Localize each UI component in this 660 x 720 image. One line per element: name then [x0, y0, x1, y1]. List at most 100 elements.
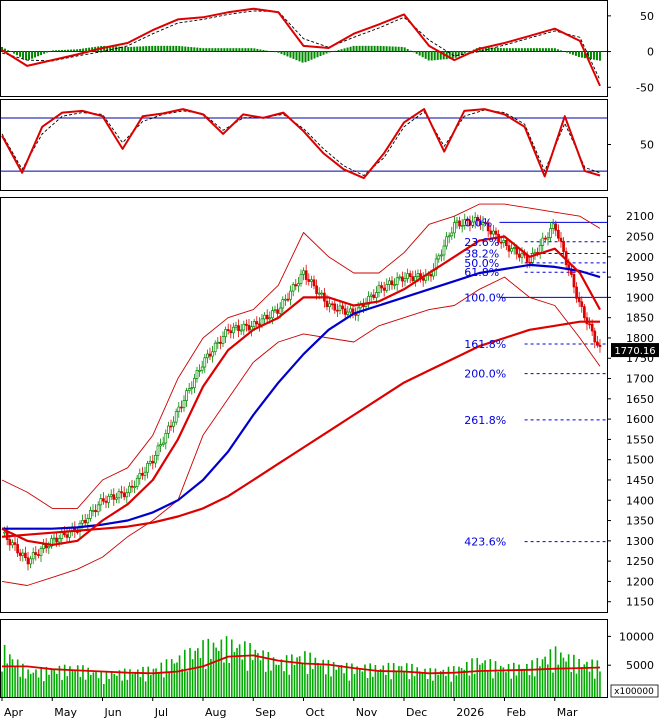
price-candle-body [554, 223, 558, 231]
price-candle-body [276, 309, 279, 314]
price-candle-body [65, 534, 69, 538]
price-candle-body [510, 248, 513, 252]
price-candle-body [557, 229, 560, 239]
price-candle-body [367, 295, 370, 305]
price-candle-body [403, 278, 407, 282]
price-candle-body [286, 298, 290, 301]
price-candle-body [572, 274, 576, 288]
price-candle-body [388, 280, 391, 285]
price-candle-body [63, 532, 66, 536]
price-candle-body [68, 531, 71, 538]
x-tick-label: Apr [4, 706, 24, 719]
price-candle-body [395, 277, 399, 285]
price-candle-body [47, 545, 51, 549]
price-candle-body [583, 306, 586, 319]
price-y-tick-label: 2050 [626, 231, 654, 244]
price-candle-body [325, 300, 329, 308]
price-candle-body [86, 518, 90, 524]
price-candle-body [255, 321, 259, 325]
price-candle-body [102, 498, 105, 502]
price-candle-body [109, 494, 113, 497]
price-candle-body [151, 460, 155, 464]
price-candle-body [177, 406, 181, 412]
price-candle-body [91, 509, 95, 512]
price-candle-body [208, 353, 212, 357]
price-candle-body [31, 552, 35, 560]
price-candle-body [18, 552, 22, 556]
price-y-tick-label: 1250 [626, 555, 654, 568]
price-candle-body [206, 353, 209, 359]
price-candle-body [224, 329, 227, 337]
price-candle-body [406, 273, 409, 279]
volume-y-tick-label: 10000 [619, 630, 654, 643]
x-tick-label: Aug [205, 706, 226, 719]
price-candle-body [89, 510, 92, 519]
bollinger-upper-band [1, 203, 601, 509]
x-tick-label: Jul [154, 706, 168, 719]
price-candle-body [193, 378, 196, 389]
price-candle-body [34, 552, 38, 555]
price-candle-body [429, 274, 433, 277]
price-candle-body [520, 253, 524, 258]
price-candle-body [297, 283, 300, 287]
fib-level-label: 50.0% [464, 257, 499, 270]
volume-multiplier-box [610, 684, 659, 698]
price-candle-body [479, 220, 482, 226]
price-candle-body [39, 548, 43, 556]
price-candle-body [221, 336, 225, 344]
price-candle-body [590, 323, 594, 332]
price-candle-body [232, 326, 235, 334]
price-candle-body [284, 298, 287, 301]
macd-y-tick-label: 50 [640, 10, 654, 23]
price-candle-body [138, 472, 142, 479]
price-candle-body [492, 230, 495, 235]
price-candle-body [541, 237, 545, 246]
macd-signal-line [1, 10, 601, 81]
price-candle-body [408, 273, 412, 277]
price-y-tick-label: 1550 [626, 433, 654, 446]
price-candle-body [237, 325, 240, 332]
fib-level-label: 0.0% [464, 216, 492, 229]
price-candle-body [146, 463, 149, 473]
price-candle-body [120, 491, 123, 494]
price-candle-body [489, 230, 493, 235]
moving-average-short [1, 235, 601, 547]
price-candle-body [494, 230, 498, 235]
x-tick-label: 2026 [456, 706, 484, 719]
price-candle-body [216, 341, 220, 344]
price-candle-body [455, 220, 459, 223]
price-candle-body [242, 323, 246, 331]
price-candle-body [141, 472, 144, 476]
fib-level-label: 100.0% [464, 291, 506, 304]
price-candle-body [203, 357, 207, 368]
price-y-tick-label: 1150 [626, 596, 654, 609]
price-candle-body [333, 303, 337, 311]
price-candle-body [343, 308, 347, 315]
volume-y-tick-label: 5000 [626, 659, 654, 672]
price-candle-body [271, 310, 274, 319]
price-candle-body [414, 276, 417, 282]
price-candle-body [169, 425, 173, 428]
fib-level-label: 61.8% [464, 266, 499, 279]
price-candle-body [213, 342, 217, 353]
price-candle-body [174, 411, 178, 423]
price-candle-body [518, 253, 521, 258]
price-candle-body [580, 301, 584, 307]
price-candle-body [164, 433, 168, 444]
price-candle-body [310, 279, 313, 282]
price-candle-body [24, 552, 27, 559]
price-candle-body [190, 387, 194, 390]
fib-level-label: 423.6% [464, 536, 506, 549]
price-candle-body [471, 221, 474, 226]
price-candle-body [315, 285, 318, 294]
price-candle-body [182, 400, 186, 408]
price-candle-body [481, 222, 485, 226]
price-candle-body [421, 278, 425, 281]
stochastic-k-line [1, 108, 601, 180]
price-candle-body [50, 538, 53, 547]
price-candle-body [486, 222, 490, 232]
price-candle-body [291, 284, 295, 292]
price-candle-body [512, 247, 516, 249]
last-price-badge [611, 343, 659, 358]
